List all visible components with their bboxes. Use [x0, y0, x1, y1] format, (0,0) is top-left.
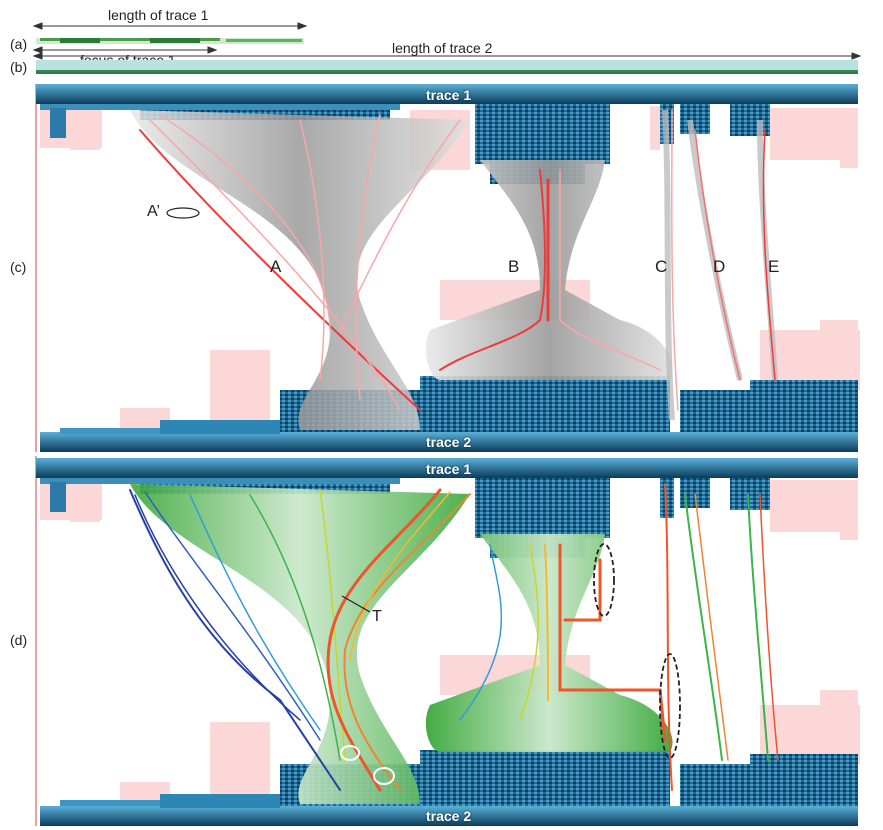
panel-label-d: (d) [10, 632, 28, 648]
panel-label-a: (a) [10, 36, 28, 52]
panel-label-b: (b) [10, 59, 28, 75]
bundle-label-c: C [655, 257, 668, 276]
bundle-label-e: E [768, 257, 780, 276]
t-pointer [341, 595, 371, 613]
trace1-label-c: trace 1 [426, 87, 472, 103]
edges-c [139, 109, 776, 411]
annotation-a-prime: A’ [147, 203, 161, 220]
length-trace1-arrow [32, 22, 308, 30]
icicle-bottom-d [40, 750, 858, 826]
annotation-t: T [372, 608, 382, 625]
length-of-trace-2-label: length of trace 2 [392, 40, 493, 56]
bundle-a-d [130, 484, 470, 804]
length-trace2-arrow [32, 52, 862, 60]
panel-label-c: (c) [10, 259, 27, 275]
bundle-label-b: B [508, 257, 520, 276]
length-of-trace-1-label: length of trace 1 [108, 7, 209, 23]
trace1-label-d: trace 1 [426, 461, 472, 477]
trace2-overview-bar [36, 60, 858, 74]
timeline-header [32, 22, 862, 74]
bundle-a-c [130, 110, 470, 430]
bundle-b-d [425, 534, 673, 752]
dashed-highlights [593, 543, 681, 759]
a-prime-ellipse [166, 207, 200, 219]
edges-d [129, 483, 779, 792]
trace2-label-d: trace 2 [426, 808, 472, 824]
trace2-label-c: trace 2 [426, 434, 472, 450]
trace1-overview-bar [36, 38, 304, 44]
white-circles [340, 745, 395, 785]
focus-trace1-arrow [32, 46, 218, 54]
bundle-label-a: A [270, 257, 282, 276]
bundle-label-d: D [713, 257, 726, 276]
